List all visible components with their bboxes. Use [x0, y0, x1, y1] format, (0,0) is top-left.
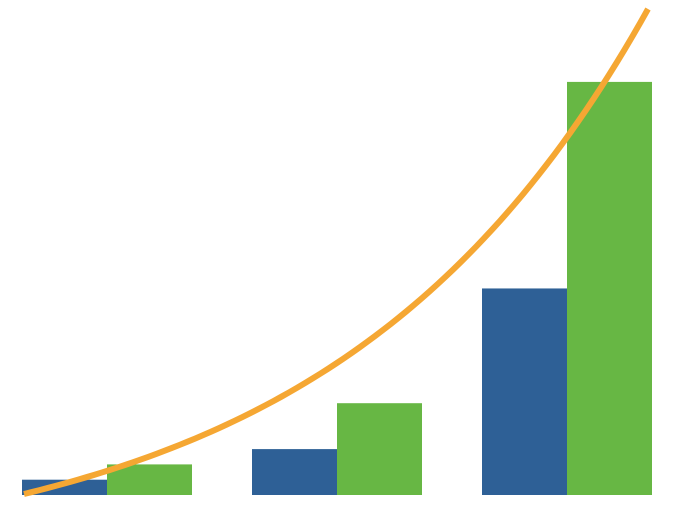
trend-curve [23, 7, 651, 497]
bar-series-2-category-1 [107, 464, 192, 495]
bar-series-1-category-2 [252, 449, 337, 495]
bar-series-2-category-2 [337, 403, 422, 495]
bar-series-2-category-3 [567, 81, 652, 496]
bar-series-1-category-3 [482, 288, 567, 495]
trend-layer [23, 7, 651, 497]
bars-layer [22, 81, 652, 496]
